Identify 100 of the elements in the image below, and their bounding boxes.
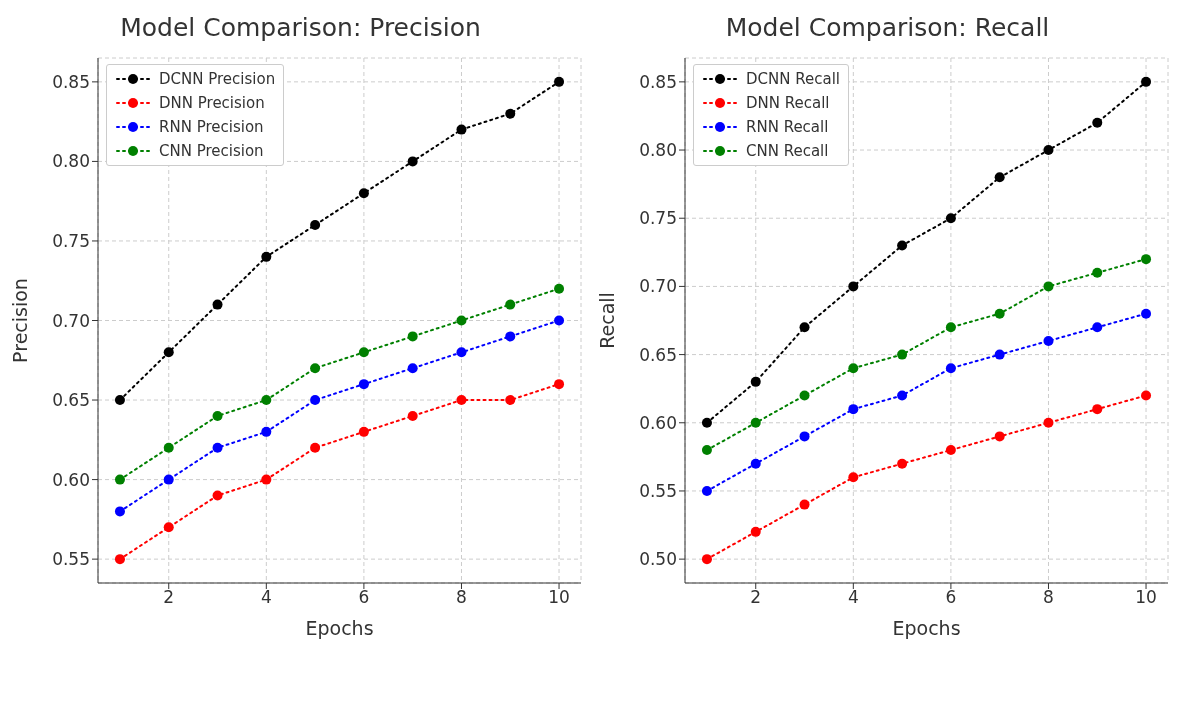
point: [456, 347, 467, 358]
y-tick-label: 0.70: [639, 276, 677, 297]
point: [701, 554, 712, 565]
y-axis-title: Precision: [8, 278, 31, 363]
point: [701, 417, 712, 428]
point: [799, 499, 810, 510]
point: [1141, 390, 1152, 401]
y-tick-label: 0.55: [639, 480, 677, 501]
point: [212, 490, 223, 501]
x-tick-label: 8: [456, 587, 467, 608]
point: [750, 376, 761, 387]
x-axis-title: Epochs: [305, 617, 374, 639]
y-tick-label: 0.75: [52, 230, 90, 251]
chart-title: Model Comparison: Precision: [119, 12, 482, 44]
x-tick-label: 6: [358, 587, 370, 608]
point: [358, 379, 369, 390]
point: [505, 331, 516, 342]
chart-title: Model Comparison: Recall: [724, 12, 1051, 44]
y-tick-label: 0.55: [52, 549, 90, 570]
legend-label: RNN Precision: [159, 118, 264, 136]
point: [261, 251, 272, 262]
point: [799, 431, 810, 442]
y-tick-label: 0.75: [639, 208, 677, 229]
point: [848, 472, 859, 483]
point: [505, 395, 516, 406]
point: [1092, 267, 1103, 278]
point: [1141, 254, 1152, 265]
point: [945, 213, 956, 224]
point: [945, 445, 956, 456]
point: [407, 410, 418, 421]
y-tick-label: 0.85: [52, 71, 90, 92]
y-tick-label: 0.65: [639, 344, 677, 365]
point: [358, 426, 369, 437]
point: [456, 315, 467, 326]
x-axis-title: Epochs: [892, 617, 961, 639]
point: [505, 299, 516, 310]
legend-label: RNN Recall: [746, 118, 829, 136]
point: [1092, 404, 1103, 415]
point: [114, 506, 125, 517]
point: [897, 390, 908, 401]
y-tick-label: 0.80: [639, 140, 677, 161]
y-tick-label: 0.70: [52, 310, 90, 331]
point: [261, 426, 272, 437]
point: [554, 315, 565, 326]
point: [1043, 145, 1054, 156]
point: [994, 431, 1005, 442]
point: [310, 442, 321, 453]
point: [994, 172, 1005, 183]
x-tick-label: 2: [750, 587, 762, 608]
point: [407, 363, 418, 374]
point: [554, 283, 565, 294]
point: [945, 363, 956, 374]
point: [1043, 417, 1054, 428]
legend-label: DCNN Recall: [746, 70, 840, 88]
y-tick-label: 0.85: [639, 71, 677, 92]
point: [456, 395, 467, 406]
point: [163, 442, 174, 453]
legend-label: CNN Recall: [746, 142, 829, 160]
point: [114, 474, 125, 485]
point: [701, 445, 712, 456]
point: [310, 220, 321, 231]
point: [1043, 335, 1054, 346]
point: [163, 474, 174, 485]
legend-label: CNN Precision: [159, 142, 264, 160]
x-tick-label: 4: [847, 587, 859, 608]
point: [799, 390, 810, 401]
point: [163, 347, 174, 358]
y-tick-label: 0.60: [639, 412, 677, 433]
point: [945, 322, 956, 333]
point: [407, 331, 418, 342]
point: [701, 485, 712, 496]
point: [750, 526, 761, 537]
point: [848, 281, 859, 292]
point: [897, 240, 908, 251]
legend-label: DCNN Precision: [159, 70, 276, 88]
point: [554, 76, 565, 87]
point: [114, 395, 125, 406]
point: [261, 395, 272, 406]
y-tick-label: 0.65: [52, 390, 90, 411]
legend-label: DNN Precision: [159, 94, 265, 112]
point: [163, 522, 174, 533]
point: [358, 188, 369, 199]
y-axis-title: Recall: [595, 292, 618, 349]
x-tick-label: 10: [1135, 587, 1157, 608]
point: [212, 299, 223, 310]
point: [1092, 117, 1103, 128]
point: [456, 124, 467, 135]
legend-label: DNN Recall: [746, 94, 830, 112]
x-tick-label: 10: [548, 587, 570, 608]
point: [554, 379, 565, 390]
point: [750, 417, 761, 428]
point: [994, 349, 1005, 360]
point: [310, 363, 321, 374]
point: [310, 395, 321, 406]
point: [114, 554, 125, 565]
point: [212, 442, 223, 453]
y-tick-label: 0.80: [52, 151, 90, 172]
point: [212, 410, 223, 421]
point: [897, 349, 908, 360]
y-tick-label: 0.60: [52, 469, 90, 490]
